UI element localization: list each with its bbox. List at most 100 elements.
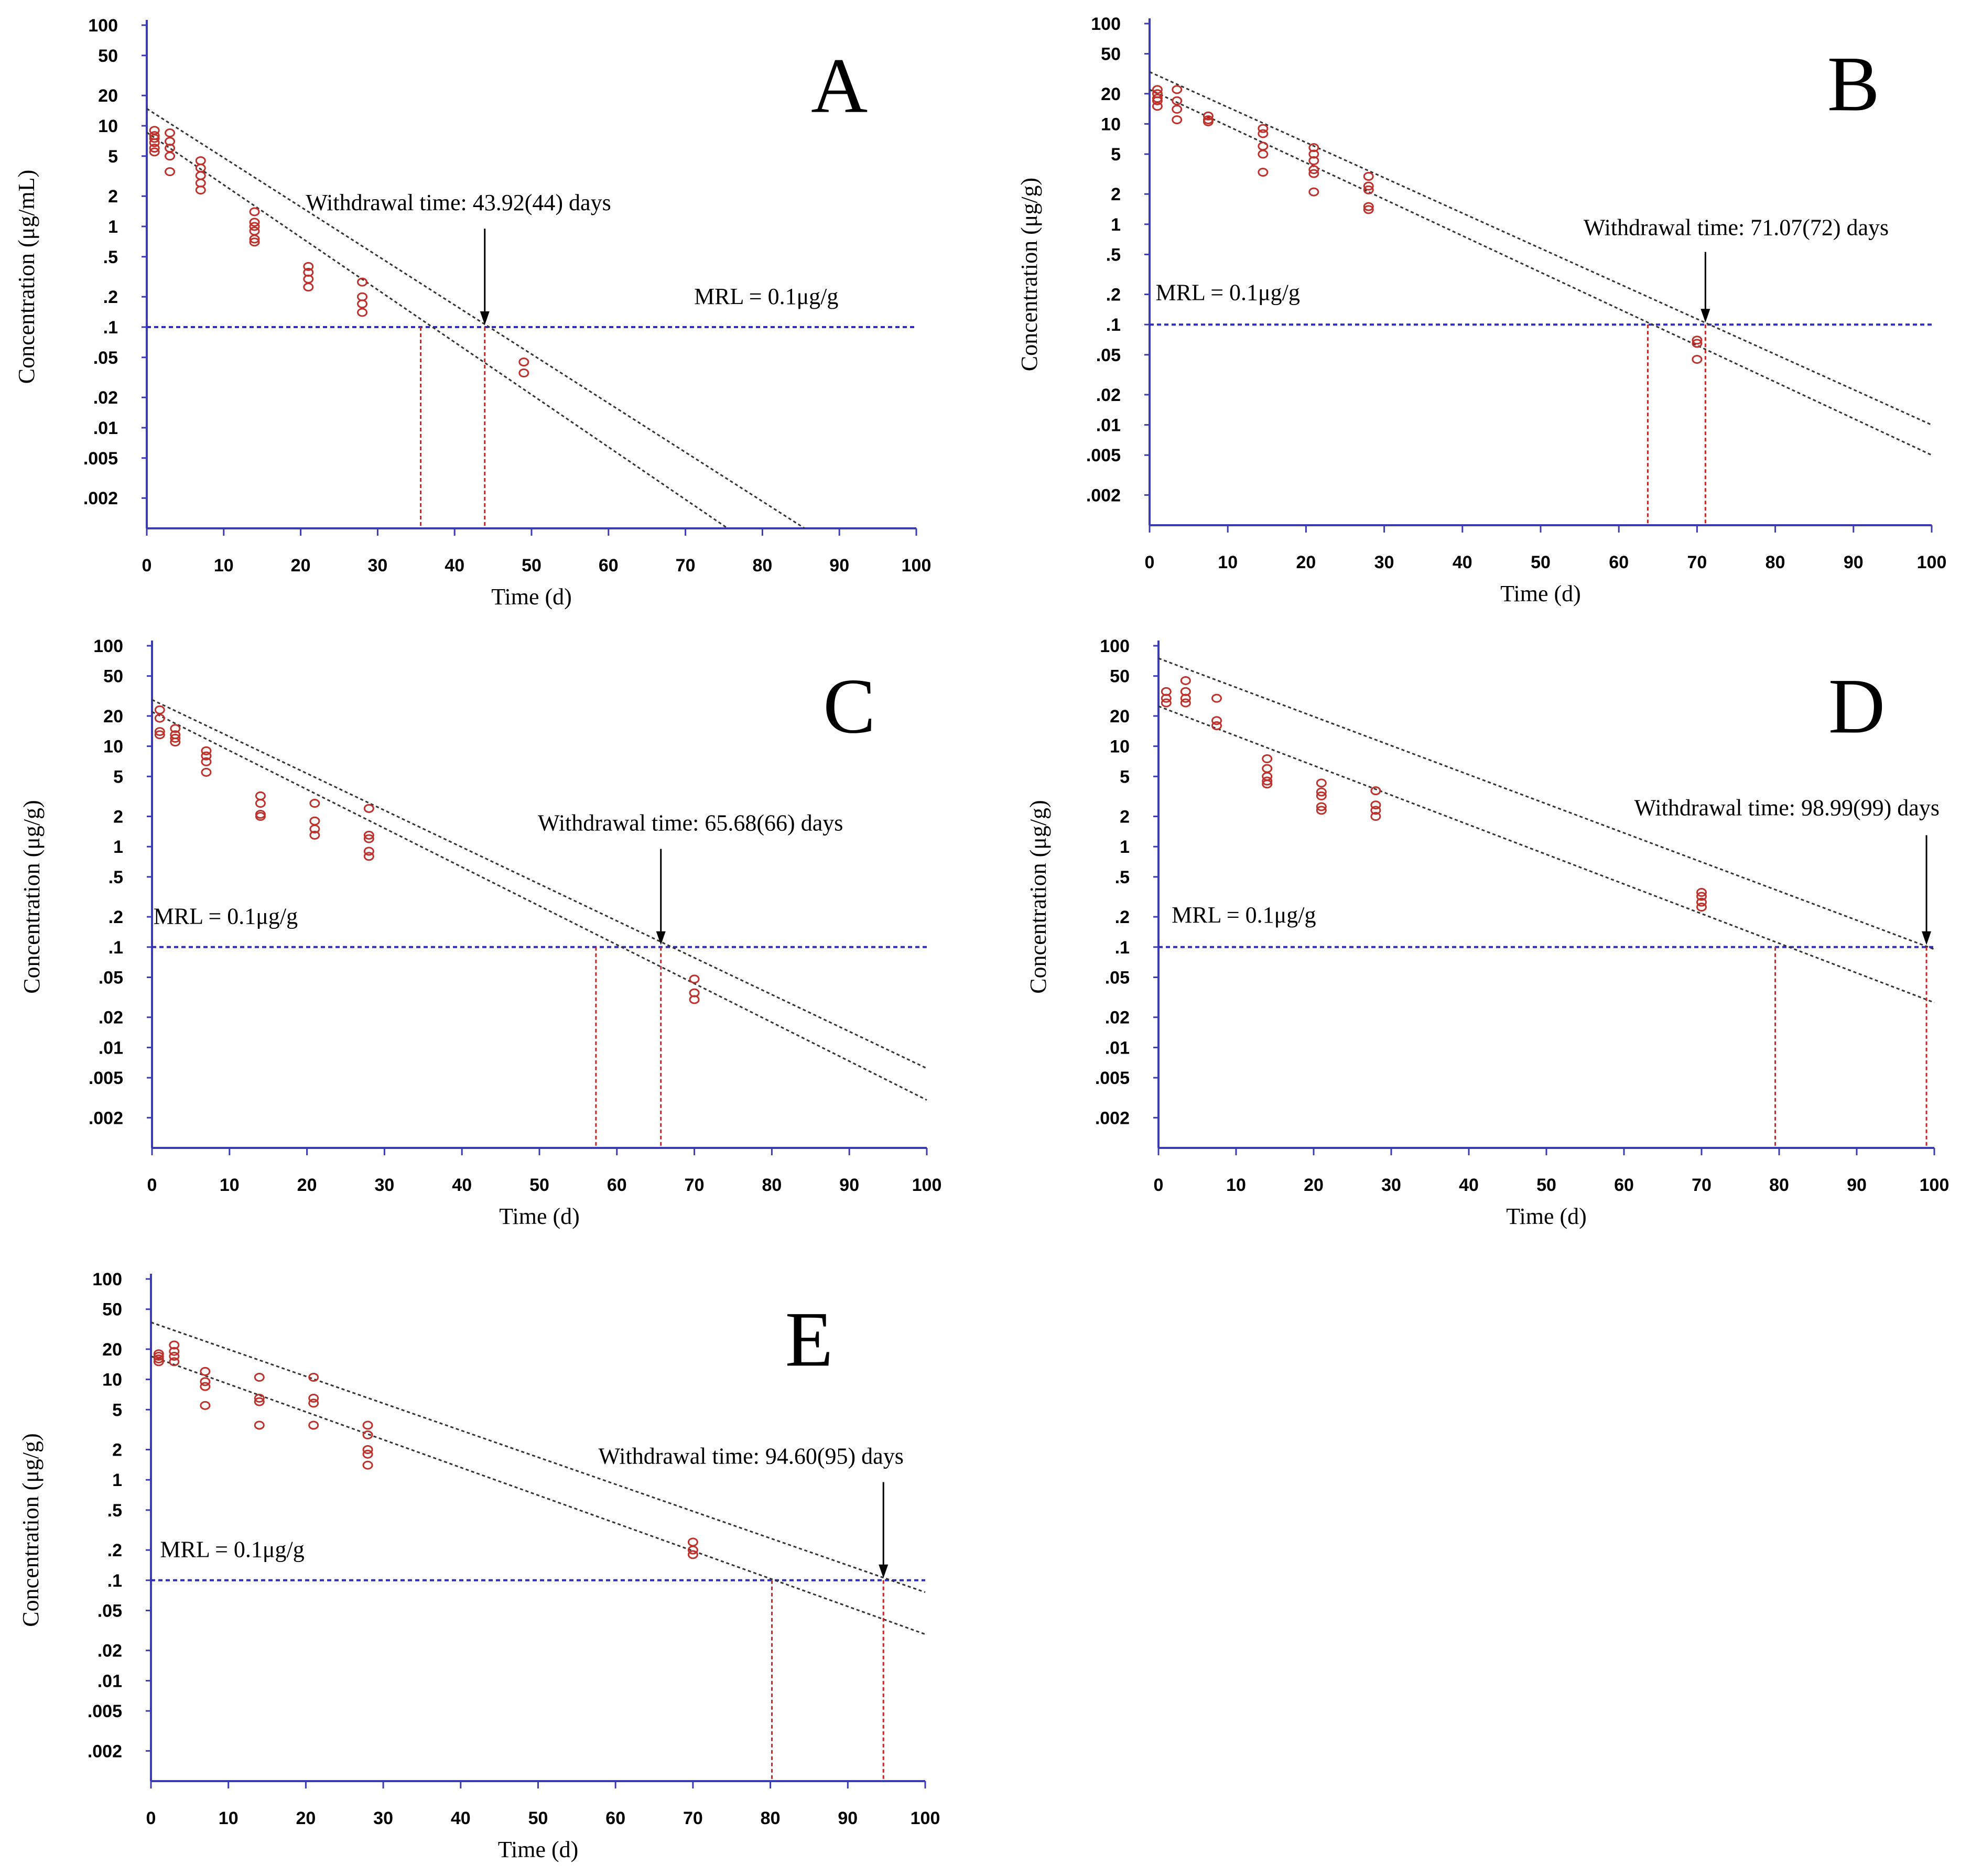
data-point (200, 1367, 211, 1376)
data-point (254, 1373, 265, 1382)
data-point (1363, 205, 1374, 214)
x-tick-label: 80 (1769, 1175, 1789, 1195)
data-point (201, 757, 212, 766)
data-point (309, 830, 320, 840)
x-tick-label: 10 (220, 1175, 240, 1195)
withdrawal-time-label: Withdrawal time: 98.99(99) days (1634, 795, 1940, 820)
x-tick-label: 40 (1453, 552, 1472, 572)
y-tick-label: 2 (113, 807, 123, 827)
x-tick-label: 60 (607, 1175, 627, 1195)
y-tick-label: .005 (1095, 1068, 1130, 1088)
y-tick-label: 20 (103, 707, 123, 726)
y-tick-label: .002 (83, 489, 118, 508)
x-tick-label: 30 (367, 556, 387, 576)
y-tick-label: .01 (93, 418, 118, 438)
data-point (154, 705, 165, 714)
y-tick-label: .02 (1105, 1008, 1130, 1028)
mrl-label: MRL = 0.1μg/g (1156, 280, 1300, 306)
data-point (1262, 776, 1273, 786)
y-tick-label: 50 (98, 46, 118, 66)
data-point (362, 1449, 373, 1459)
x-tick-label: 30 (374, 1175, 394, 1195)
data-point (1696, 888, 1707, 897)
x-tick-label: 40 (451, 1808, 471, 1828)
y-tick-label: 1 (112, 1470, 122, 1490)
data-point (1172, 85, 1183, 94)
plot-area (1150, 71, 1932, 525)
y-tick-label: 1 (113, 837, 123, 857)
data-point (154, 730, 165, 740)
data-point (357, 308, 368, 317)
y-tick-label: .002 (89, 1108, 123, 1128)
chart-svg: 100 50 20 10 5 2 1 .5 .2 .1 .05 .02 .01 .005 .002 0 10 20… (1016, 14, 1946, 606)
data-point (200, 1401, 211, 1410)
data-point (195, 156, 206, 166)
y-tick-label: 10 (102, 1370, 122, 1390)
regression-line (151, 1356, 926, 1635)
x-tick-label: 0 (1145, 552, 1155, 572)
x-tick-label: 10 (219, 1808, 239, 1828)
data-point (1370, 806, 1381, 815)
x-tick-label: 80 (761, 1808, 781, 1828)
chart-svg: 100 50 20 10 5 2 1 .5 .2 .1 .05 .02 .01 .005 .002 0 10 20… (18, 1270, 940, 1862)
y-tick-label: 2 (1120, 807, 1130, 827)
x-tick-label: 80 (752, 556, 772, 576)
regression-line (1158, 705, 1935, 1004)
y-tick-label: 100 (88, 16, 118, 36)
data-point (689, 974, 700, 984)
y-tick-label: .02 (1096, 385, 1121, 405)
data-point (1696, 892, 1707, 901)
panel-letter: A (811, 42, 868, 129)
panel-a: 100 50 20 10 5 2 1 .5 .2 .1 .05 .02 .01 .005 .002 0 10 20… (0, 0, 991, 624)
mrl-label: MRL = 0.1μg/g (1172, 902, 1316, 928)
data-point (165, 167, 176, 177)
y-tick-label: .1 (109, 938, 123, 958)
y-tick-label: .2 (103, 287, 118, 307)
data-point (169, 1357, 180, 1367)
data-point (1258, 142, 1269, 151)
withdrawal-arrow-head (1701, 309, 1710, 323)
data-point (362, 1460, 373, 1470)
data-point (1172, 115, 1183, 124)
y-axis-title: Concentration (μg/g) (1025, 800, 1051, 993)
y-tick-label: 10 (1110, 737, 1130, 757)
data-point (149, 138, 160, 147)
data-point (1180, 676, 1191, 685)
data-point (1308, 187, 1319, 197)
y-tick-label: 5 (108, 147, 118, 167)
tolerance-line (147, 108, 805, 528)
x-tick-label: 90 (838, 1808, 858, 1828)
data-point (518, 357, 529, 367)
data-point (689, 995, 700, 1004)
x-tick-label: 10 (214, 556, 234, 576)
data-point (1211, 721, 1222, 730)
chart-svg: 100 50 20 10 5 2 1 .5 .2 .1 .05 .02 .01 .005 .002 0 10 20… (1025, 636, 1949, 1229)
y-tick-label: .005 (88, 1701, 122, 1721)
x-axis-title: Time (d) (491, 584, 572, 610)
data-point (1316, 778, 1327, 788)
x-tick-label: 40 (1459, 1175, 1479, 1195)
panel-letter: B (1827, 40, 1880, 127)
y-tick-label: .01 (1096, 416, 1121, 436)
data-point (1363, 202, 1374, 211)
panel-d: 100 50 20 10 5 2 1 .5 .2 .1 .05 .02 .01 .005 .002 0 10 20… (991, 624, 1982, 1253)
y-tick-label: 1 (1120, 837, 1130, 857)
data-point (362, 1445, 373, 1455)
data-point (687, 1545, 698, 1555)
x-axis-title: Time (d) (1500, 581, 1581, 606)
x-tick-label: 50 (1531, 552, 1551, 572)
x-tick-label: 50 (522, 556, 541, 576)
x-tick-label: 50 (528, 1808, 548, 1828)
data-point (363, 804, 374, 813)
x-tick-label: 0 (142, 556, 152, 576)
y-tick-label: .002 (88, 1741, 122, 1761)
plot-area (152, 699, 927, 1148)
tolerance-line (1150, 71, 1932, 426)
data-point (363, 834, 374, 843)
data-point (308, 1420, 319, 1430)
data-point (249, 234, 260, 244)
data-point (255, 799, 266, 808)
panel-c: 100 50 20 10 5 2 1 .5 .2 .1 .05 .02 .01 .005 .002 0 10 20… (0, 624, 991, 1253)
x-tick-label: 80 (762, 1175, 782, 1195)
